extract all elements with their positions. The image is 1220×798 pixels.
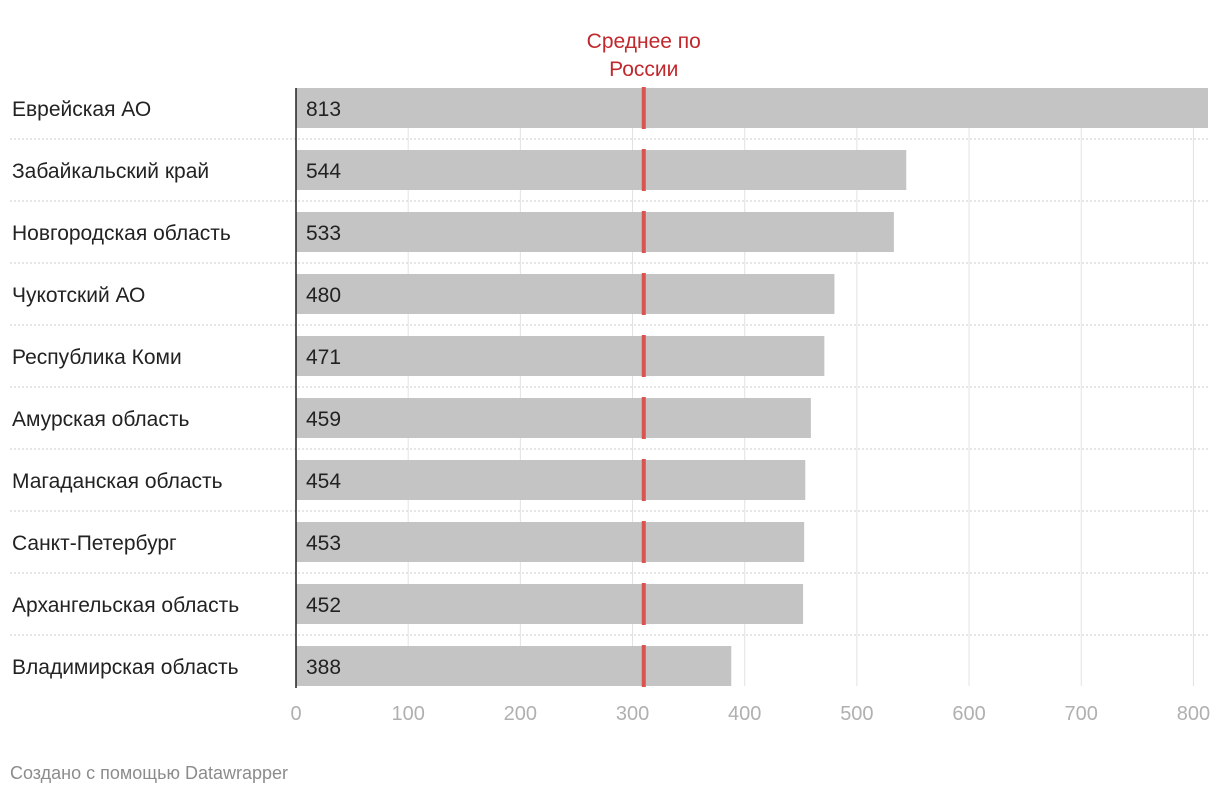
- x-tick-label-0: 0: [290, 703, 301, 725]
- x-tick-label-600: 600: [952, 703, 985, 725]
- bar: [296, 584, 804, 624]
- bar: [296, 646, 732, 686]
- x-tick-label-100: 100: [391, 703, 424, 725]
- bar-value-label: 453: [306, 532, 341, 555]
- bar: [296, 212, 894, 252]
- x-axis: 0 100 200 300 400 500 600 700 800: [290, 703, 1210, 725]
- x-tick-label-300: 300: [616, 703, 649, 725]
- bar-value-label: 388: [306, 656, 341, 679]
- category-label: Амурская область: [12, 408, 189, 431]
- bar: [296, 336, 825, 376]
- x-tick-label-800: 800: [1177, 703, 1210, 725]
- bar-value-label: 813: [306, 98, 341, 121]
- category-label: Забайкальский край: [12, 160, 209, 183]
- bar: [296, 398, 811, 438]
- category-label: Архангельская область: [12, 594, 239, 617]
- category-label: Санкт-Петербург: [12, 532, 177, 555]
- category-label: Новгородская область: [12, 222, 231, 245]
- reference-label-line-2: России: [609, 58, 678, 81]
- bar: [296, 88, 1208, 128]
- x-tick-label-700: 700: [1065, 703, 1098, 725]
- bar: [296, 522, 805, 562]
- bar-value-label: 454: [306, 470, 341, 493]
- x-tick-label-400: 400: [728, 703, 761, 725]
- reference-line-group: Среднее по России: [587, 30, 701, 687]
- bar-value-label: 459: [306, 408, 341, 431]
- footer-credit: Создано с помощью Datawrapper: [10, 763, 289, 783]
- bar-value-label: 480: [306, 284, 341, 307]
- bar-value-label: 533: [306, 222, 341, 245]
- category-label: Республика Коми: [12, 346, 182, 369]
- bars: Еврейская АО 813 Забайкальский край 544 Новг…: [12, 88, 1208, 686]
- category-label: Еврейская АО: [12, 98, 151, 121]
- x-tick-label-200: 200: [504, 703, 537, 725]
- reference-label-line-1: Среднее по: [587, 30, 701, 53]
- bar: [296, 274, 835, 314]
- category-label: Владимирская область: [12, 656, 239, 679]
- category-label: Чукотский АО: [12, 284, 145, 307]
- category-label: Магаданская область: [12, 470, 223, 493]
- bar-value-label: 452: [306, 594, 341, 617]
- bar-value-label: 471: [306, 346, 341, 369]
- bar-value-label: 544: [306, 160, 341, 183]
- bar-chart: Еврейская АО 813 Забайкальский край 544 Новг…: [10, 30, 1210, 725]
- x-tick-label-500: 500: [840, 703, 873, 725]
- bar: [296, 150, 907, 190]
- bar: [296, 460, 806, 500]
